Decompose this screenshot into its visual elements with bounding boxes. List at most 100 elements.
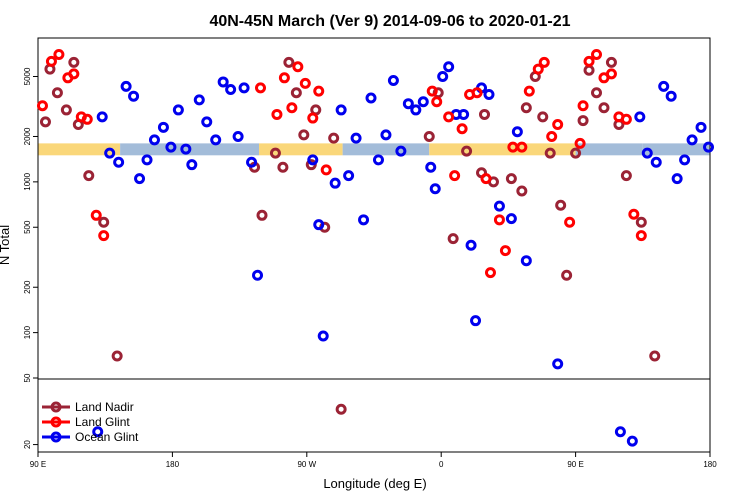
point-land-nadir bbox=[111, 350, 123, 362]
point-land-glint bbox=[449, 170, 461, 182]
data-points bbox=[36, 48, 715, 447]
point-ocean-glint bbox=[186, 159, 198, 171]
point-ocean-glint bbox=[134, 173, 146, 185]
point-ocean-glint bbox=[395, 145, 407, 157]
point-ocean-glint bbox=[483, 88, 495, 100]
point-ocean-glint bbox=[417, 96, 429, 108]
y-tick-label: 50 bbox=[23, 373, 32, 382]
point-land-glint bbox=[532, 63, 544, 75]
x-tick-label: 0 bbox=[439, 460, 444, 469]
point-land-nadir bbox=[516, 185, 528, 197]
point-ocean-glint bbox=[307, 154, 319, 166]
point-ocean-glint bbox=[429, 183, 441, 195]
point-land-glint bbox=[620, 113, 632, 125]
point-land-glint bbox=[68, 68, 80, 80]
point-ocean-glint bbox=[552, 358, 564, 370]
legend-marker-land-glint bbox=[50, 416, 62, 428]
point-ocean-glint bbox=[92, 426, 104, 438]
point-ocean-glint bbox=[113, 156, 125, 168]
point-ocean-glint bbox=[425, 161, 437, 173]
point-land-nadir bbox=[479, 108, 491, 120]
point-land-glint bbox=[90, 209, 102, 221]
point-ocean-glint bbox=[317, 330, 329, 342]
point-land-glint bbox=[36, 100, 48, 112]
point-land-glint bbox=[480, 173, 492, 185]
band-segment-ocean bbox=[642, 143, 710, 156]
x-tick-label: 180 bbox=[703, 460, 717, 469]
point-ocean-glint bbox=[343, 170, 355, 182]
point-land-glint bbox=[574, 137, 586, 149]
point-land-nadir bbox=[277, 161, 289, 173]
point-ocean-glint bbox=[520, 255, 532, 267]
point-land-nadir bbox=[555, 199, 567, 211]
x-tick-label: 90 E bbox=[30, 460, 46, 469]
point-land-glint bbox=[271, 108, 283, 120]
x-tick-label: 90 W bbox=[297, 460, 316, 469]
point-land-nadir bbox=[68, 56, 80, 68]
point-land-glint bbox=[628, 208, 640, 220]
point-ocean-glint bbox=[614, 426, 626, 438]
point-land-nadir bbox=[620, 170, 632, 182]
point-ocean-glint bbox=[695, 121, 707, 133]
point-ocean-glint bbox=[679, 154, 691, 166]
point-ocean-glint bbox=[470, 315, 482, 327]
band-segment-land bbox=[259, 143, 343, 156]
point-land-nadir bbox=[60, 104, 72, 116]
point-land-glint bbox=[493, 214, 505, 226]
legend-label-land-glint: Land Glint bbox=[75, 415, 130, 429]
point-ocean-glint bbox=[626, 435, 638, 447]
point-land-glint bbox=[313, 85, 325, 97]
point-ocean-glint bbox=[387, 75, 399, 87]
point-ocean-glint bbox=[665, 90, 677, 102]
axes: 90 E 180 90 W 0 90 E 180 50 100 200 500 1000 2000 50… bbox=[23, 37, 717, 469]
point-land-nadir bbox=[570, 147, 582, 159]
y-tick-label: 200 bbox=[23, 280, 32, 294]
point-land-glint bbox=[307, 112, 319, 124]
x-axis-label: Longitude (deg E) bbox=[323, 476, 426, 491]
point-ocean-glint bbox=[252, 269, 264, 281]
point-land-glint bbox=[499, 245, 511, 257]
point-land-glint bbox=[484, 267, 496, 279]
land-ocean-band bbox=[38, 143, 710, 156]
point-ocean-glint bbox=[201, 116, 213, 128]
point-ocean-glint bbox=[634, 111, 646, 123]
point-land-glint bbox=[605, 68, 617, 80]
point-ocean-glint bbox=[658, 80, 670, 92]
point-ocean-glint bbox=[458, 108, 470, 120]
point-land-glint bbox=[443, 111, 455, 123]
legend-label-land-nadir: Land Nadir bbox=[75, 400, 134, 414]
point-ocean-glint bbox=[148, 134, 160, 146]
point-ocean-glint bbox=[380, 129, 392, 141]
y-tick-label: 20 bbox=[23, 440, 32, 449]
point-land-glint bbox=[53, 48, 65, 60]
point-land-nadir bbox=[544, 147, 556, 159]
point-ocean-glint bbox=[141, 154, 153, 166]
point-land-nadir bbox=[577, 115, 589, 127]
legend-marker-land-nadir bbox=[50, 401, 62, 413]
point-ocean-glint bbox=[671, 173, 683, 185]
point-land-nadir bbox=[605, 56, 617, 68]
point-land-nadir bbox=[649, 350, 661, 362]
point-land-glint bbox=[583, 55, 595, 67]
point-land-glint bbox=[577, 100, 589, 112]
point-land-nadir bbox=[256, 209, 268, 221]
point-land-glint bbox=[299, 77, 311, 89]
point-ocean-glint bbox=[410, 104, 422, 116]
point-land-glint bbox=[431, 96, 443, 108]
point-ocean-glint bbox=[128, 90, 140, 102]
y-tick-label: 100 bbox=[23, 325, 32, 339]
point-land-glint bbox=[278, 72, 290, 84]
point-land-nadir bbox=[561, 269, 573, 281]
point-ocean-glint bbox=[335, 104, 347, 116]
point-land-nadir bbox=[447, 233, 459, 245]
point-ocean-glint bbox=[157, 121, 169, 133]
point-land-glint bbox=[255, 82, 267, 94]
point-land-nadir bbox=[520, 102, 532, 114]
point-land-glint bbox=[552, 119, 564, 131]
point-land-nadir bbox=[298, 129, 310, 141]
point-land-glint bbox=[320, 164, 332, 176]
point-land-nadir bbox=[269, 147, 281, 159]
y-axis-label: N Total bbox=[0, 225, 12, 265]
point-ocean-glint bbox=[104, 147, 116, 159]
legend-label-ocean-glint: Ocean Glint bbox=[75, 430, 139, 444]
